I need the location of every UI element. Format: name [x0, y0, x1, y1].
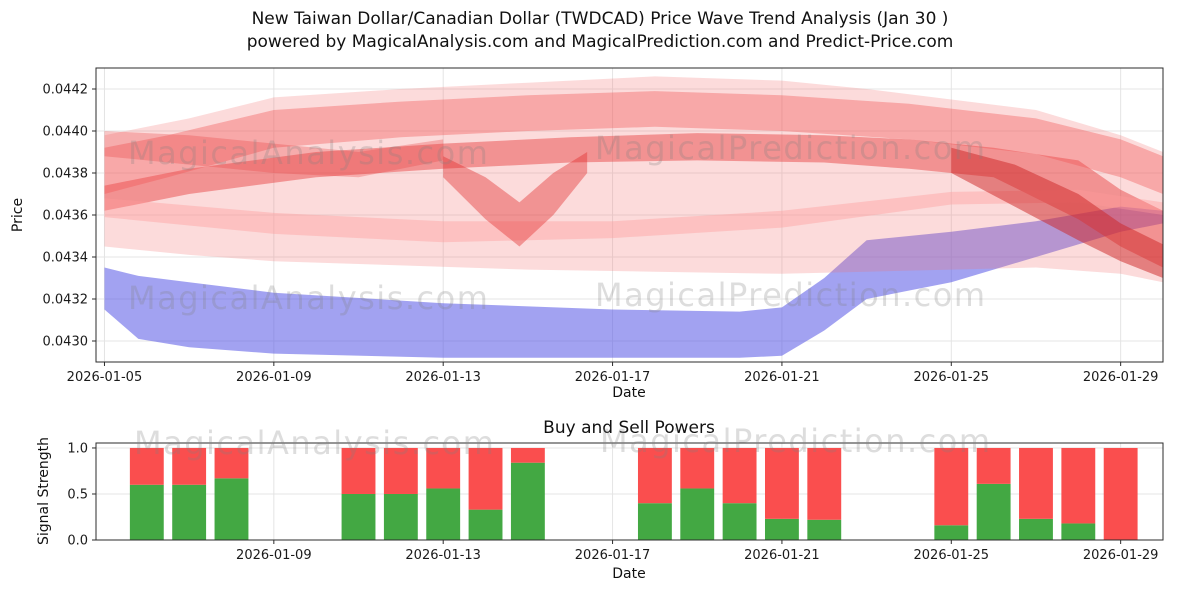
date-axis-label-bottom: Date	[612, 566, 646, 582]
signal-strength-axis-label: Signal Strength	[36, 436, 52, 546]
sell-power-bar	[129, 447, 164, 485]
price-plot-border	[95, 67, 1164, 363]
sell-power-bar	[1103, 447, 1138, 540]
power-chart-title: Buy and Sell Powers	[543, 418, 715, 438]
wave-band-outer	[104, 76, 1163, 283]
sell-power-bar	[637, 447, 672, 504]
date-tick-label: 2026-01-13	[405, 548, 481, 563]
price-tick-label: 0.0436	[43, 209, 89, 224]
price-wave-bands	[104, 76, 1163, 358]
sell-power-bar	[426, 447, 461, 489]
wave-band-upper	[104, 91, 1163, 194]
date-tick-label: 2026-01-21	[744, 370, 820, 385]
price-tick-label: 0.0432	[43, 293, 89, 308]
sell-power-bar	[468, 447, 503, 510]
buy-power-bar	[510, 462, 545, 540]
sell-power-bar	[722, 447, 757, 504]
buy-power-bar	[426, 488, 461, 540]
date-axis-label-top: Date	[612, 385, 646, 401]
buy-power-bar	[383, 493, 418, 540]
wave-band-cross	[104, 131, 444, 178]
signal-tick-label: 0.5	[67, 487, 88, 502]
date-tick-label: 2026-01-25	[914, 370, 990, 385]
sell-power-bar	[934, 447, 969, 526]
price-tick-label: 0.0438	[43, 167, 89, 182]
wave-band-core	[104, 133, 1163, 268]
sell-power-bar	[1019, 447, 1053, 519]
buy-power-bar	[764, 518, 799, 540]
buy-power-bar	[722, 503, 757, 540]
date-tick-label: 2026-01-17	[575, 548, 651, 563]
buy-power-bar	[807, 519, 842, 540]
date-tick-label: 2026-01-29	[1083, 370, 1159, 385]
buy-power-bar	[1061, 523, 1096, 540]
price-tick-label: 0.0434	[43, 251, 89, 266]
wave-band-dip	[443, 152, 588, 247]
date-tick-label: 2026-01-09	[236, 370, 312, 385]
date-tick-label: 2026-01-29	[1083, 548, 1159, 563]
figure-title-line2: powered by MagicalAnalysis.com and Magic…	[246, 32, 954, 52]
date-tick-label: 2026-01-13	[405, 370, 481, 385]
buy-power-bar	[976, 483, 1011, 540]
signal-tick-label: 1.0	[67, 441, 88, 456]
sell-power-bar	[510, 447, 545, 463]
sell-power-bar	[680, 447, 715, 489]
price-tick-label: 0.0440	[43, 125, 89, 140]
date-tick-label: 2026-01-05	[67, 370, 143, 385]
date-tick-label: 2026-01-09	[236, 548, 312, 563]
figure-title-line1: New Taiwan Dollar/Canadian Dollar (TWDCA…	[251, 9, 949, 29]
sell-power-bar	[807, 447, 842, 520]
buy-power-bar	[680, 488, 715, 540]
sell-power-bar	[764, 447, 799, 519]
date-tick-label: 2026-01-21	[744, 548, 820, 563]
sell-power-bar	[1061, 447, 1096, 524]
date-tick-label: 2026-01-17	[575, 370, 651, 385]
buy-power-bar	[934, 525, 969, 540]
forecast-band-blue	[104, 206, 1163, 358]
sell-power-bar	[214, 447, 249, 479]
signal-tick-label: 0.0	[67, 534, 88, 549]
sell-power-bar	[976, 447, 1011, 484]
price-axis-label: Price	[10, 197, 26, 233]
buy-power-bar	[1019, 518, 1053, 540]
sell-power-bar	[341, 447, 376, 494]
buy-power-bar	[214, 478, 249, 540]
buy-power-bar	[468, 509, 503, 540]
buy-power-bar	[341, 493, 376, 540]
buy-power-bar	[637, 503, 672, 540]
date-tick-label: 2026-01-25	[914, 548, 990, 563]
price-tick-label: 0.0430	[43, 335, 89, 350]
wave-band-streak	[104, 189, 1163, 243]
buy-power-bar	[172, 484, 207, 540]
price-tick-label: 0.0442	[43, 83, 89, 98]
figure-title: New Taiwan Dollar/Canadian Dollar (TWDCA…	[0, 8, 1200, 54]
sell-power-bar	[172, 447, 207, 485]
buy-power-bar	[129, 484, 164, 540]
power-plot-border	[95, 442, 1164, 541]
wave-band-tail	[951, 147, 1163, 278]
sell-power-bar	[383, 447, 418, 494]
